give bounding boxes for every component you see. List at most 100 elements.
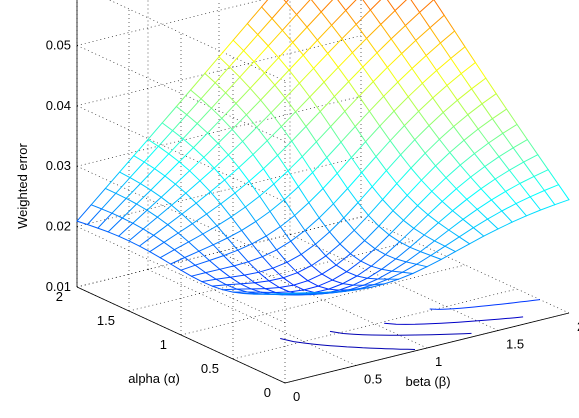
mesh-edge	[210, 92, 227, 109]
mesh-edge	[346, 271, 358, 277]
mesh-edge	[434, 229, 450, 242]
mesh-edge	[515, 196, 531, 205]
mesh-edge	[328, 283, 344, 290]
mesh-edge	[417, 205, 429, 216]
mesh-edge	[523, 161, 535, 177]
mesh-edge	[424, 152, 437, 167]
mesh-edge	[462, 208, 478, 220]
mesh-edge	[125, 183, 141, 199]
mesh-edge	[161, 122, 174, 132]
mesh-edge	[163, 241, 175, 251]
mesh-edge	[243, 34, 259, 52]
mesh-edge	[365, 125, 381, 143]
mesh-edge	[366, 23, 382, 39]
mesh-edge	[245, 99, 262, 116]
mesh-edge	[401, 271, 414, 274]
mesh-edge	[298, 82, 311, 98]
mesh-edge	[173, 241, 190, 251]
mesh-edge	[312, 172, 324, 189]
mesh-edge	[217, 142, 229, 156]
mesh-edge	[270, 97, 286, 114]
mesh-edge	[157, 145, 170, 155]
mesh-edge	[418, 97, 434, 112]
mesh-edge	[213, 167, 226, 181]
mesh-edge	[382, 183, 398, 200]
mesh-edge	[361, 172, 373, 188]
mesh-edge	[537, 154, 549, 171]
mesh-edge	[501, 210, 513, 223]
mesh-edge	[304, 217, 320, 231]
mesh-edge	[464, 46, 476, 63]
mesh-edge	[239, 76, 251, 89]
mesh-edge	[413, 214, 429, 229]
mesh-edge	[404, 11, 421, 26]
mesh-edge	[269, 199, 285, 212]
mesh-edge	[410, 167, 422, 181]
mesh-edge	[511, 215, 527, 223]
mesh-edge	[260, 84, 276, 101]
mesh-edge	[392, 194, 408, 212]
mesh-edge	[453, 114, 469, 127]
mesh-edge	[494, 178, 507, 192]
mesh-edge	[529, 190, 545, 198]
mesh-edge	[261, 249, 278, 258]
mesh-edge	[436, 57, 452, 71]
mesh-edge	[342, 275, 358, 285]
mesh-edge	[407, 96, 420, 112]
mesh-edge	[263, 57, 280, 74]
mesh-edge	[420, 165, 437, 181]
mesh-edge	[330, 110, 346, 128]
mesh-edge	[445, 164, 461, 179]
mesh-edge	[367, 199, 384, 216]
mesh-edge	[220, 203, 232, 218]
y-tick-label: 1	[160, 337, 167, 352]
mesh-edge	[394, 10, 406, 26]
mesh-edge	[199, 180, 211, 193]
mesh-edge	[525, 209, 542, 217]
mesh-edge	[296, 272, 309, 282]
mesh-edge	[212, 244, 225, 257]
mesh-edge	[225, 284, 238, 290]
mesh-edge	[453, 126, 465, 141]
mesh-edge	[107, 231, 120, 237]
mesh-edge	[415, 27, 431, 41]
mesh-edge	[283, 186, 299, 201]
mesh-edge	[320, 0, 334, 13]
mesh-edge	[454, 243, 471, 253]
mesh-edge	[362, 52, 378, 68]
mesh-edge	[354, 110, 370, 127]
mesh-edge	[273, 183, 285, 201]
mesh-edge	[450, 57, 462, 75]
mesh-edge	[227, 154, 240, 169]
mesh-edge	[458, 236, 471, 245]
mesh-edge	[119, 155, 135, 173]
mesh-edge	[443, 14, 456, 32]
mesh-edge	[389, 140, 402, 156]
mesh-edge	[215, 278, 227, 286]
mesh-edge	[356, 275, 368, 279]
mesh-edge	[381, 258, 397, 270]
mesh-edge	[231, 128, 244, 142]
mesh-edge	[170, 263, 182, 271]
mesh-edge	[290, 230, 306, 242]
mesh-edge	[460, 62, 476, 75]
mesh-edge	[383, 81, 399, 97]
mesh-edge	[306, 26, 318, 41]
mesh-edge	[515, 203, 527, 217]
mesh-edge	[249, 87, 262, 101]
mesh-edge	[244, 195, 261, 208]
mesh-edge	[153, 234, 165, 243]
mesh-edge	[497, 221, 513, 230]
mesh-edge	[392, 210, 404, 221]
mesh-edge	[266, 126, 282, 142]
mesh-edge	[317, 279, 333, 287]
mesh-edge	[184, 250, 200, 258]
mesh-edge	[150, 175, 166, 191]
mesh-edge	[163, 232, 179, 243]
mesh-edge	[173, 249, 186, 258]
mesh-edge	[322, 172, 338, 189]
mesh-edge	[370, 265, 383, 270]
mesh-edge	[174, 170, 191, 185]
mesh-edge	[111, 212, 123, 219]
mesh-edge	[512, 139, 528, 149]
